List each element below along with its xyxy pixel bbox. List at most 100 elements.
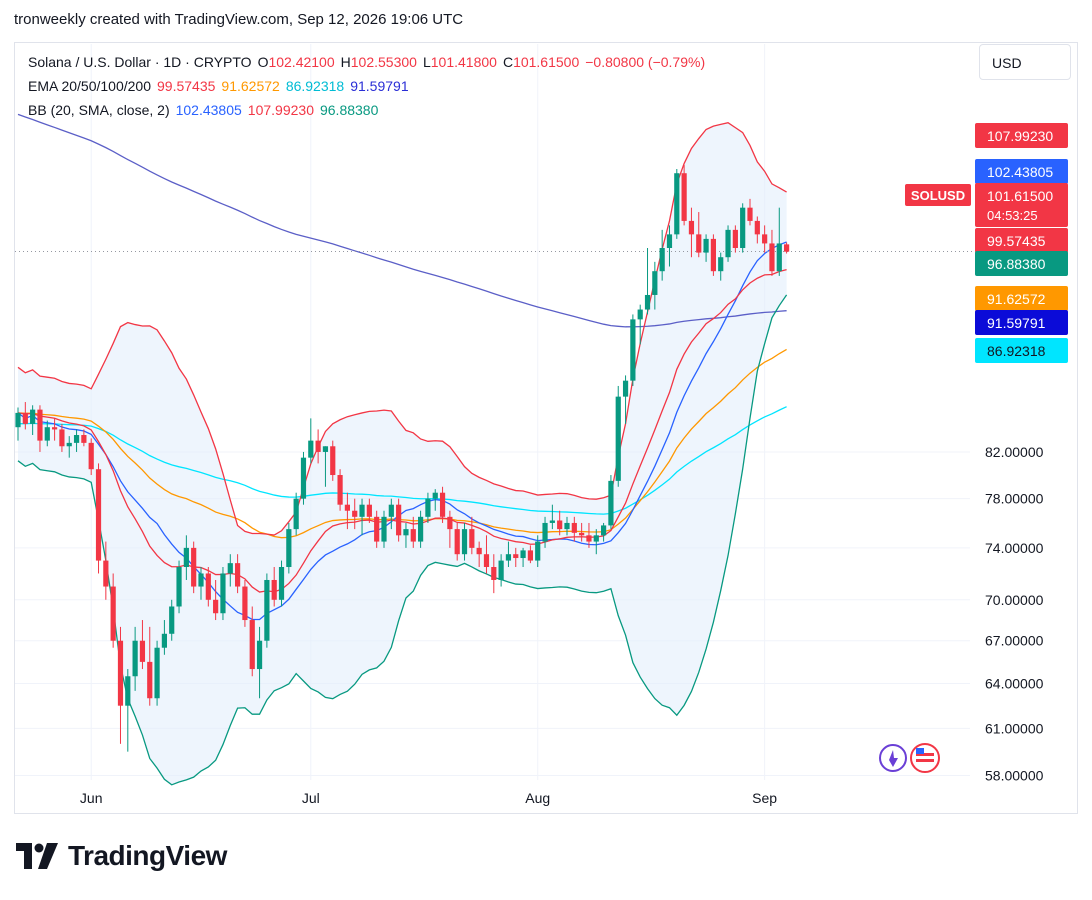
candle <box>352 510 358 517</box>
candle <box>176 567 182 607</box>
candle <box>432 492 438 499</box>
candle <box>37 409 43 441</box>
candle <box>227 563 233 574</box>
candle <box>483 554 490 568</box>
candle <box>191 547 197 587</box>
candle <box>396 504 402 536</box>
candle <box>454 529 460 555</box>
candle <box>22 412 28 424</box>
candle <box>776 243 782 272</box>
candle <box>374 516 380 542</box>
candle <box>549 520 555 523</box>
legend-symbol[interactable]: Solana / U.S. Dollar · 1D · CRYPTO <box>28 54 252 70</box>
candle <box>579 532 585 536</box>
candle <box>652 271 658 295</box>
candle <box>681 173 687 221</box>
legend-low-value: 101.41800 <box>430 54 497 70</box>
y-tick-label: 70.00000 <box>985 592 1044 608</box>
legend-bb-row[interactable]: BB (20, SMA, close, 2) 102.43805 107.99230… <box>28 98 711 122</box>
candle <box>117 640 124 706</box>
y-tick-label: 64.00000 <box>985 676 1044 692</box>
legend-ema-row[interactable]: EMA 20/50/100/200 99.57435 91.62572 86.9231… <box>28 74 711 98</box>
candle <box>147 661 153 699</box>
y-tick-label: 58.00000 <box>985 768 1044 784</box>
price-label-text: 102.43805 <box>987 164 1053 180</box>
bb-lower-line <box>17 294 788 786</box>
price-label-text: 96.88380 <box>987 256 1046 272</box>
candle <box>103 560 109 587</box>
candle <box>213 599 219 614</box>
candle <box>315 440 321 452</box>
price-label-text: 91.59791 <box>987 315 1046 331</box>
ema100-line <box>17 406 787 515</box>
candle <box>44 427 50 441</box>
price-label-bb-upper <box>975 123 1068 148</box>
candle <box>666 234 673 249</box>
ema200-line <box>17 113 787 328</box>
price-label-text: 101.61500 <box>987 188 1053 204</box>
legend-ema100-value: 86.92318 <box>285 78 345 94</box>
candle <box>564 522 570 530</box>
price-label-bb-lower <box>975 251 1068 276</box>
price-label-text: 91.62572 <box>987 291 1046 307</box>
legend-high-value: 102.55300 <box>350 54 417 70</box>
candle <box>601 525 607 536</box>
candle <box>15 412 21 428</box>
candle <box>725 229 731 258</box>
candle <box>769 243 775 272</box>
candle <box>439 492 446 517</box>
candle <box>366 504 372 517</box>
legend-ema-label: EMA 20/50/100/200 <box>28 78 151 94</box>
lightning-icon <box>889 750 898 767</box>
candle <box>242 586 248 621</box>
legend-bb-label: BB (20, SMA, close, 2) <box>28 102 170 118</box>
candle <box>132 640 138 677</box>
legend-low-label: L <box>422 54 431 70</box>
candle <box>30 409 36 424</box>
ema20-line <box>17 268 787 593</box>
candle <box>491 567 497 580</box>
candle <box>278 567 285 600</box>
legend-high-label: H <box>340 54 351 70</box>
candle <box>271 579 277 600</box>
candle <box>586 535 592 542</box>
currency-button[interactable]: USD <box>979 44 1071 80</box>
candle <box>571 522 577 533</box>
candle <box>674 173 680 235</box>
x-tick-label: Jul <box>302 790 320 806</box>
candle <box>710 238 716 272</box>
price-label-ema200 <box>975 310 1068 335</box>
candle <box>696 234 702 253</box>
bb-basis-line <box>17 241 787 621</box>
candle <box>513 554 519 559</box>
price-label-text: 107.99230 <box>987 128 1053 144</box>
candle <box>527 550 533 561</box>
symbol-tag-text: SOLUSD <box>911 188 965 203</box>
candle <box>205 573 211 600</box>
candle <box>410 529 416 542</box>
price-label-bb-basis <box>975 159 1068 184</box>
candle <box>169 606 175 634</box>
candle <box>110 586 116 641</box>
y-tick-label: 82.00000 <box>985 444 1044 460</box>
legend-ema200-value: 91.59791 <box>350 78 409 94</box>
candle <box>256 640 263 670</box>
candle <box>703 238 709 253</box>
legend-ohlc-row: Solana / U.S. Dollar · 1D · CRYPTO O102.4… <box>28 50 711 74</box>
candle <box>762 234 768 244</box>
legend-open-label: O <box>257 54 269 70</box>
legend-bb-lower-value: 96.88380 <box>319 102 379 118</box>
y-tick-label: 67.00000 <box>985 633 1044 649</box>
flag-canton <box>916 748 924 754</box>
legend-ema20-value: 99.57435 <box>157 78 216 94</box>
tradingview-wordmark: TradingView <box>68 840 227 871</box>
candle <box>154 647 160 699</box>
candle <box>637 309 643 320</box>
candle <box>425 498 431 517</box>
candle <box>359 504 365 517</box>
symbol-tag <box>905 184 971 206</box>
candle <box>718 257 724 272</box>
flag-stripe <box>916 759 934 762</box>
candle <box>469 529 475 548</box>
